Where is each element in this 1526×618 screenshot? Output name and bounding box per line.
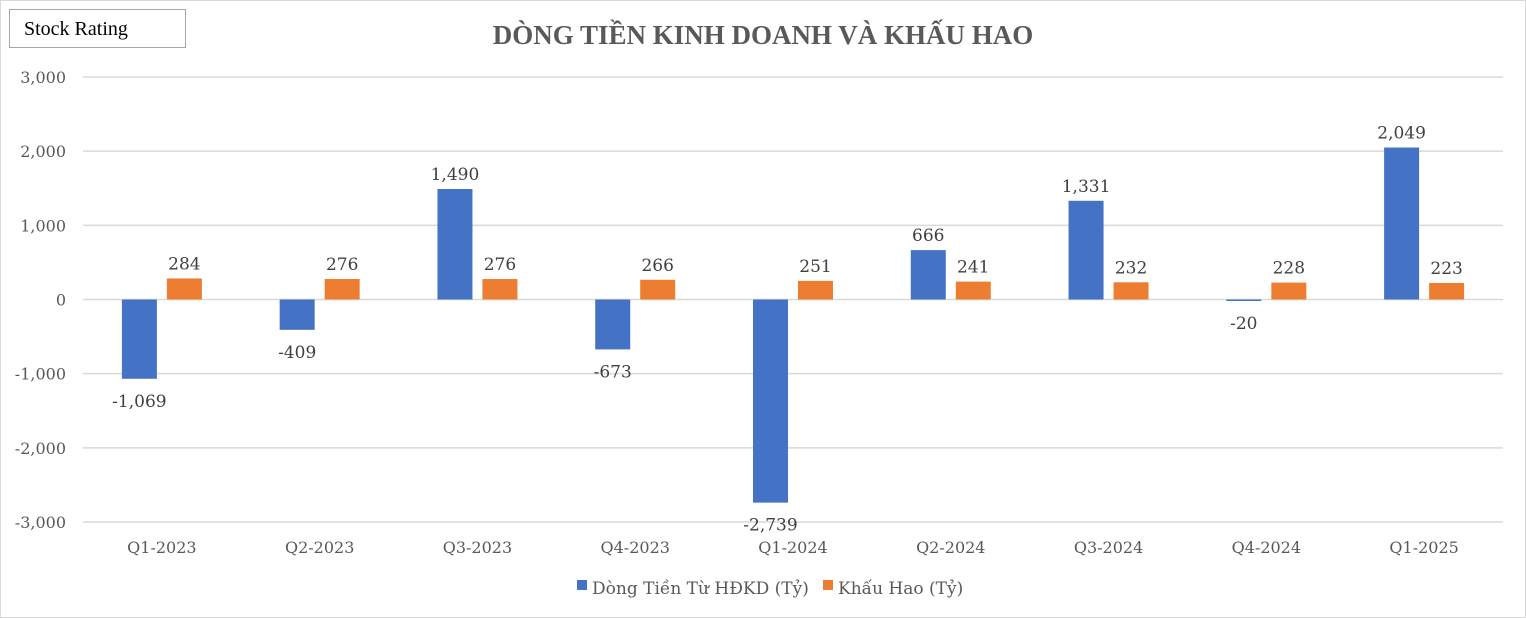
data-label: 276 <box>326 255 358 275</box>
data-label: -673 <box>594 362 632 382</box>
y-tick-label: -3,000 <box>15 513 66 532</box>
data-label: 276 <box>484 255 516 275</box>
data-label: -2,739 <box>743 516 797 536</box>
bar <box>640 279 676 300</box>
legend-label: Khấu Hao (Tỷ) <box>838 579 963 599</box>
x-tick-label: Q2-2023 <box>285 538 354 557</box>
legend-swatch <box>577 580 587 590</box>
bar <box>437 188 473 300</box>
bar <box>1271 282 1307 300</box>
y-tick-label: 1,000 <box>20 216 66 235</box>
data-label: 232 <box>1115 258 1147 278</box>
data-label: 251 <box>799 257 831 277</box>
x-tick-label: Q3-2023 <box>443 538 512 557</box>
gridlines <box>83 76 1503 523</box>
data-label: 1,490 <box>431 165 480 185</box>
bar <box>166 278 202 300</box>
bar <box>279 299 315 330</box>
data-label: 241 <box>957 258 989 278</box>
y-tick-label: -2,000 <box>15 439 66 458</box>
y-tick-label: 2,000 <box>20 142 66 161</box>
x-tick-label: Q1-2023 <box>127 538 196 557</box>
bar <box>121 299 157 379</box>
bar <box>595 299 631 350</box>
data-label: 666 <box>912 226 944 246</box>
bar <box>753 299 788 503</box>
data-label: -20 <box>1230 314 1257 334</box>
x-tick-label: Q4-2024 <box>1232 538 1301 557</box>
data-label: 266 <box>641 256 673 276</box>
data-label: -409 <box>278 343 316 363</box>
bar <box>1226 299 1262 301</box>
data-label: 2,049 <box>1377 124 1426 144</box>
data-labels: -1,069 -409 1,490 -673 -2,739 666 1,331 -20 2,04… <box>112 124 1463 536</box>
x-tick-label: Q2-2024 <box>916 538 985 557</box>
bars <box>121 147 1465 503</box>
data-label: -1,069 <box>112 392 166 412</box>
data-label: 228 <box>1273 259 1305 279</box>
stock-rating-badge: Stock Rating <box>9 9 186 48</box>
x-tick-label: Q1-2024 <box>758 538 827 557</box>
bar <box>798 280 833 300</box>
data-label: 284 <box>168 254 200 274</box>
bar <box>324 279 360 300</box>
bar <box>910 250 946 300</box>
bar <box>1068 200 1104 300</box>
y-tick-label: 0 <box>56 291 66 310</box>
data-label: 223 <box>1430 259 1462 279</box>
bar <box>1384 147 1420 300</box>
legend-label: Dòng Tiền Từ HĐKD (Tỷ) <box>592 579 809 599</box>
legend: Dòng Tiền Từ HĐKD (Tỷ) Khấu Hao (Tỷ) <box>577 579 963 599</box>
data-label: 1,331 <box>1062 177 1111 197</box>
x-tick-label: Q1-2025 <box>1389 538 1458 557</box>
bar <box>1429 282 1465 300</box>
y-axis-ticks: 3,000 2,000 1,000 0 -1,000 -2,000 -3,000 <box>15 68 66 532</box>
x-tick-label: Q4-2023 <box>601 538 670 557</box>
bar <box>1113 282 1149 300</box>
y-tick-label: -1,000 <box>15 365 66 384</box>
x-tick-label: Q3-2024 <box>1074 538 1143 557</box>
x-axis-ticks: Q1-2023 Q2-2023 Q3-2023 Q4-2023 Q1-2024 Q2-20… <box>127 538 1459 557</box>
chart-title: DÒNG TIỀN KINH DOANH VÀ KHẤU HAO <box>493 19 1034 50</box>
bar <box>482 279 518 300</box>
y-tick-label: 3,000 <box>20 68 66 87</box>
legend-swatch <box>823 580 833 590</box>
bar <box>955 281 991 300</box>
